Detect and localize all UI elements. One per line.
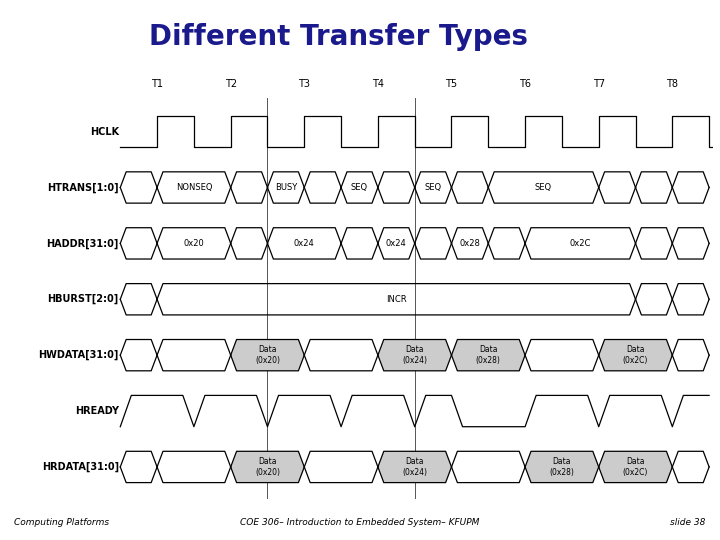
- Text: SEQ: SEQ: [535, 183, 552, 192]
- Text: HRDATA[31:0]: HRDATA[31:0]: [42, 462, 119, 472]
- Text: Data
(0x20): Data (0x20): [255, 346, 280, 365]
- Text: HTRANS[1:0]: HTRANS[1:0]: [48, 183, 119, 193]
- Text: HCLK: HCLK: [90, 126, 119, 137]
- Text: T7: T7: [593, 79, 605, 89]
- Text: Different Transfer Types: Different Transfer Types: [149, 23, 528, 51]
- Text: Data
(0x28): Data (0x28): [476, 346, 500, 365]
- Text: 0x28: 0x28: [459, 239, 480, 248]
- Text: 0x24: 0x24: [386, 239, 407, 248]
- Text: T5: T5: [446, 79, 458, 89]
- Polygon shape: [378, 451, 451, 483]
- Text: Computing Platforms: Computing Platforms: [14, 518, 109, 527]
- Text: T8: T8: [666, 79, 678, 89]
- Text: T4: T4: [372, 79, 384, 89]
- Text: Data
(0x2C): Data (0x2C): [623, 346, 648, 365]
- Text: Data
(0x2C): Data (0x2C): [623, 457, 648, 477]
- Text: slide 38: slide 38: [670, 518, 706, 527]
- Text: BUSY: BUSY: [275, 183, 297, 192]
- Text: HBURST[2:0]: HBURST[2:0]: [48, 294, 119, 305]
- Text: HREADY: HREADY: [75, 406, 119, 416]
- Text: SEQ: SEQ: [425, 183, 441, 192]
- Text: INCR: INCR: [386, 295, 407, 304]
- Text: Data
(0x28): Data (0x28): [549, 457, 575, 477]
- Text: Data
(0x20): Data (0x20): [255, 457, 280, 477]
- Text: Data
(0x24): Data (0x24): [402, 457, 427, 477]
- Text: T1: T1: [151, 79, 163, 89]
- Text: HWDATA[31:0]: HWDATA[31:0]: [38, 350, 119, 360]
- Polygon shape: [599, 340, 672, 371]
- Text: HADDR[31:0]: HADDR[31:0]: [46, 238, 119, 248]
- Text: COE 306– Introduction to Embedded System– KFUPM: COE 306– Introduction to Embedded System…: [240, 518, 480, 527]
- Text: T3: T3: [298, 79, 310, 89]
- Polygon shape: [599, 451, 672, 483]
- Polygon shape: [451, 340, 525, 371]
- Polygon shape: [378, 340, 451, 371]
- Polygon shape: [230, 451, 305, 483]
- Text: T6: T6: [519, 79, 531, 89]
- Polygon shape: [525, 451, 599, 483]
- Text: NONSEQ: NONSEQ: [176, 183, 212, 192]
- Text: 0x20: 0x20: [184, 239, 204, 248]
- Text: Data
(0x24): Data (0x24): [402, 346, 427, 365]
- Text: 0x24: 0x24: [294, 239, 315, 248]
- Polygon shape: [230, 340, 305, 371]
- Text: 0x2C: 0x2C: [570, 239, 591, 248]
- Text: SEQ: SEQ: [351, 183, 368, 192]
- Text: T2: T2: [225, 79, 237, 89]
